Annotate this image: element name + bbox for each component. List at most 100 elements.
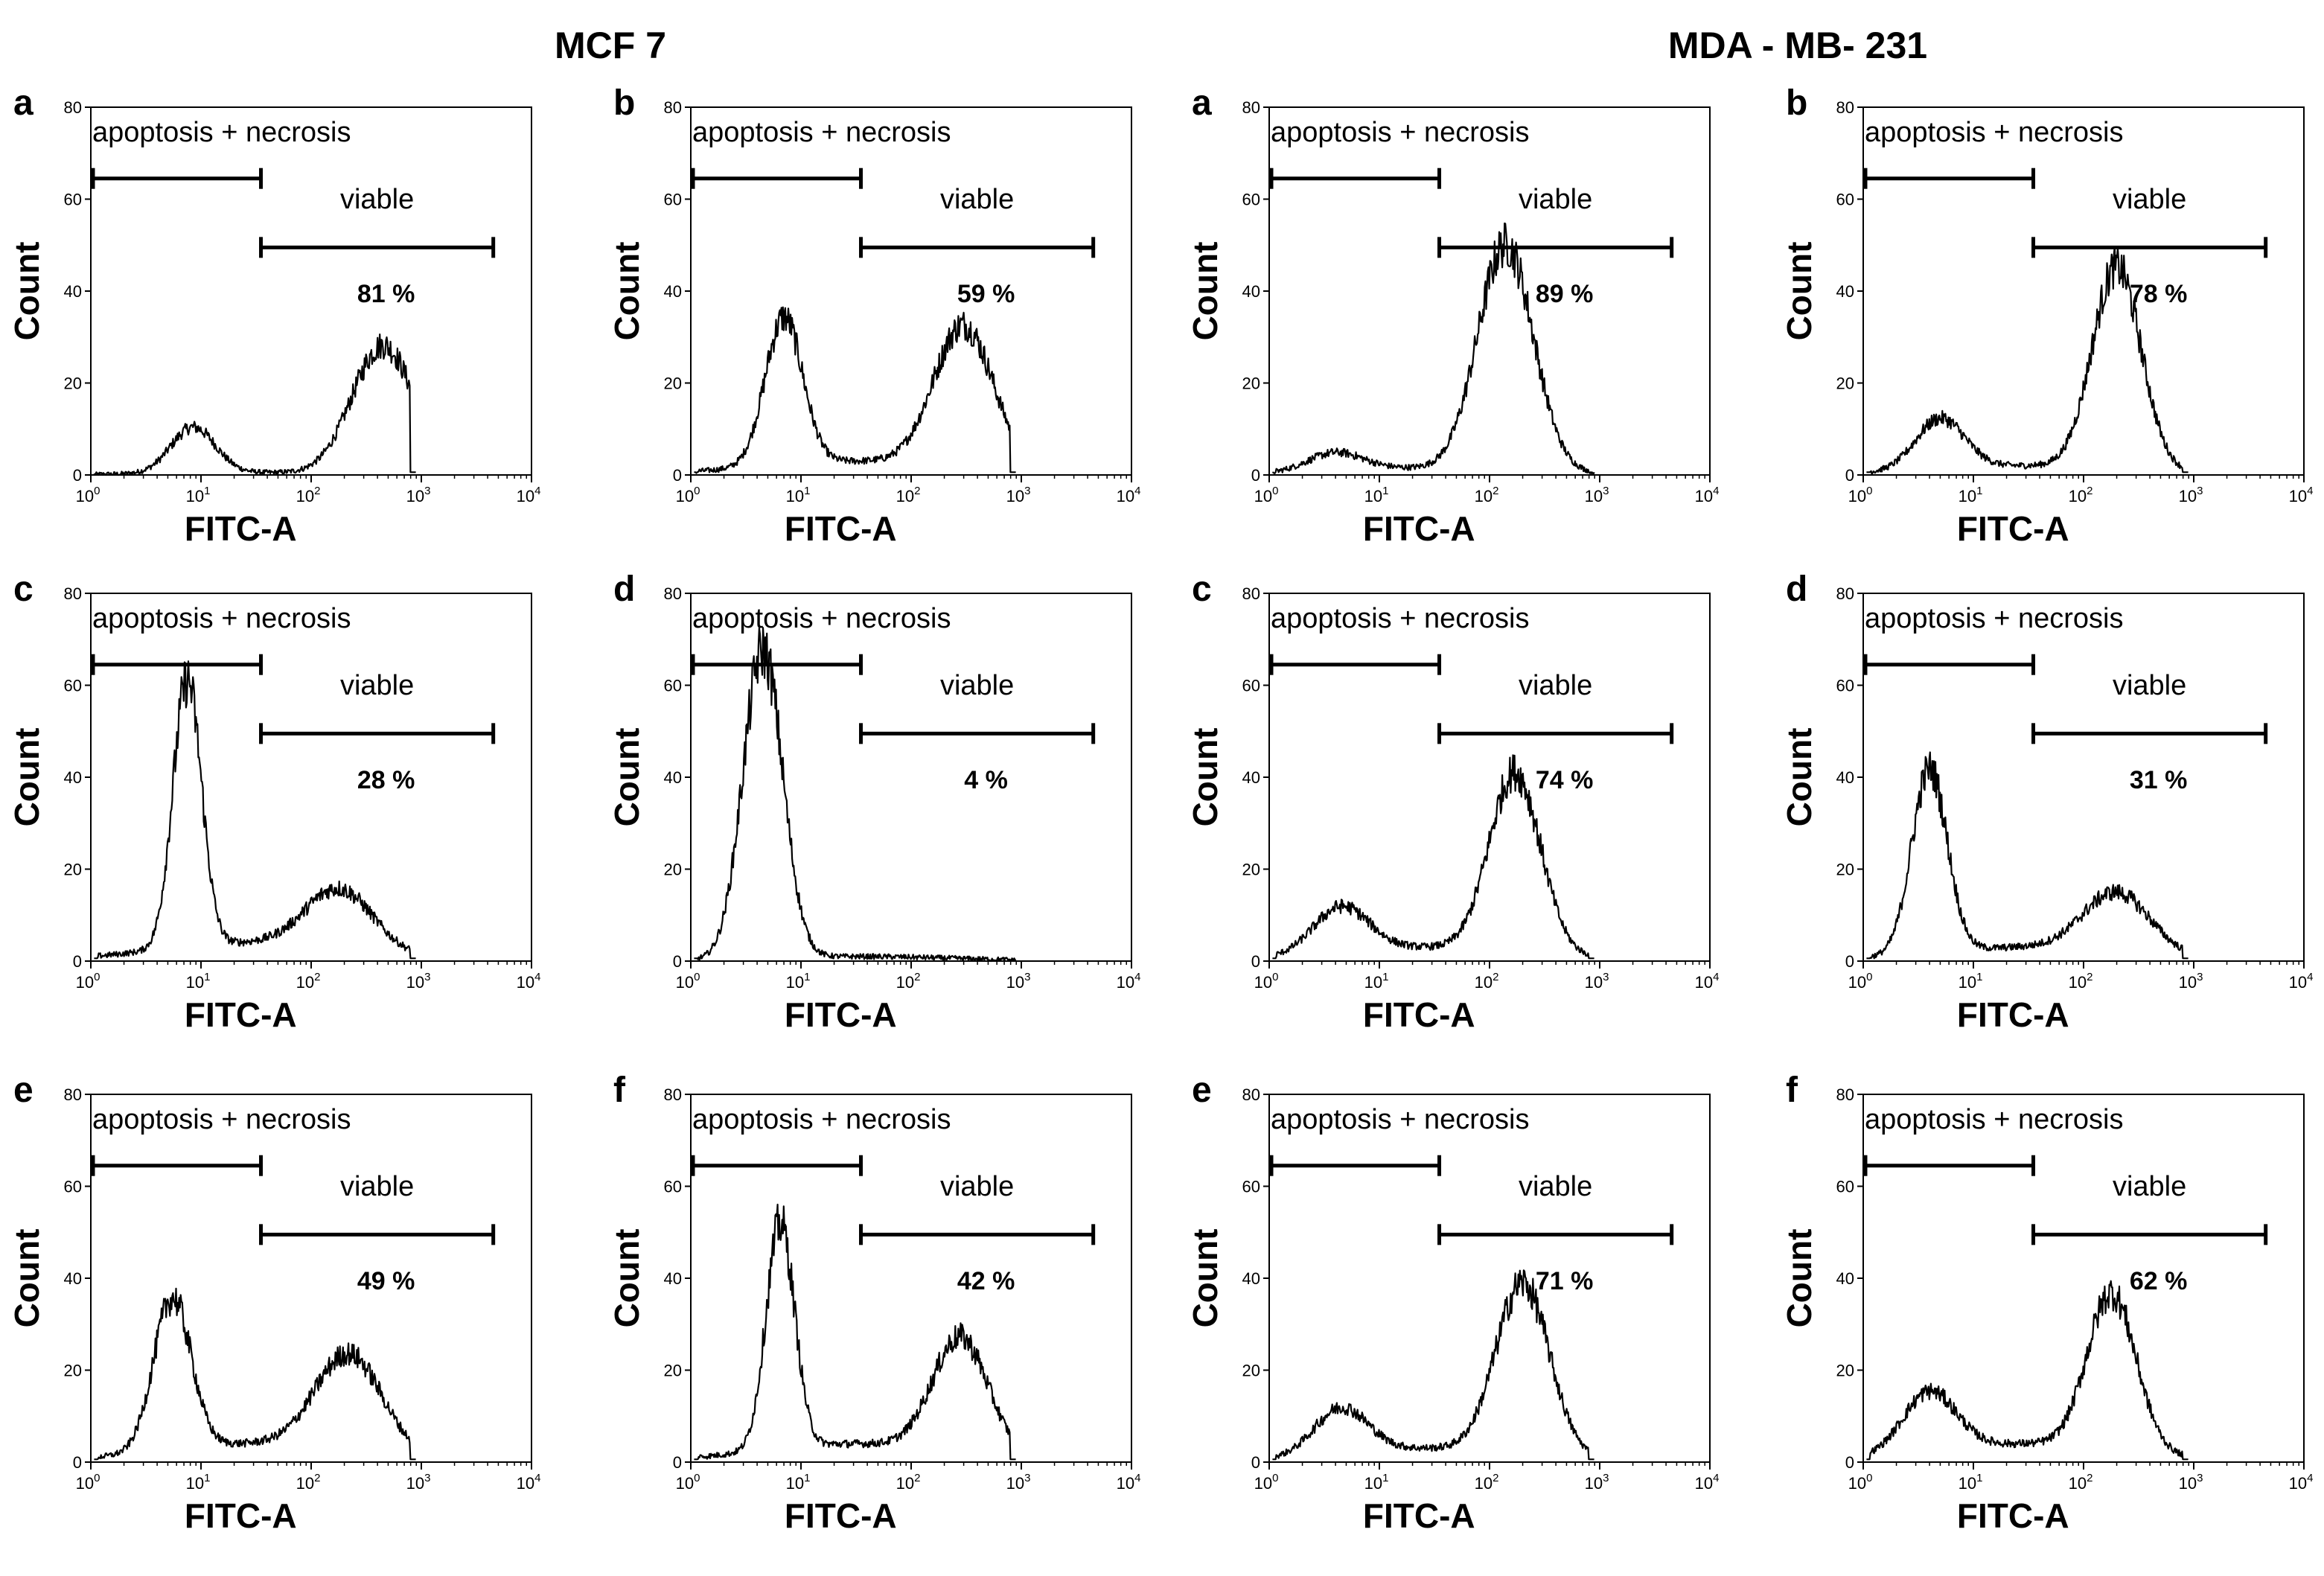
y-tick-label: 60 (1836, 1178, 1854, 1196)
histogram-panel-mda-mb-231-d: d 0 20 40 60 80 100 101 102 103 104 FITC-A Count apop… (1780, 570, 2313, 1034)
panel-letter: a (1192, 83, 1212, 123)
y-tick-label: 40 (664, 768, 682, 787)
viable-percent: 74 % (1536, 766, 1594, 794)
x-tick-label: 103 (2179, 1472, 2203, 1493)
x-tick-label: 104 (517, 1472, 541, 1493)
x-tick-label: 103 (1006, 1472, 1031, 1493)
y-tick-label: 60 (1242, 191, 1260, 209)
apoptosis-gate-label: apoptosis + necrosis (92, 603, 351, 634)
y-tick-label: 20 (64, 374, 82, 393)
x-tick-label: 100 (76, 1472, 100, 1493)
x-tick-label: 104 (1695, 1472, 1720, 1493)
y-tick-label: 80 (64, 1085, 82, 1104)
apoptosis-gate-label: apoptosis + necrosis (92, 1104, 351, 1135)
y-tick-label: 80 (1836, 1085, 1854, 1104)
histogram-trace (1866, 751, 2189, 960)
y-tick-label: 60 (64, 1178, 82, 1196)
y-axis-label: Count (607, 242, 646, 341)
y-tick-label: 40 (664, 282, 682, 301)
histogram-trace (1866, 246, 2189, 475)
x-tick-label: 100 (76, 971, 100, 992)
x-tick-label: 102 (896, 971, 921, 992)
panel-letter: c (13, 570, 33, 609)
panel-letter: e (1192, 1071, 1212, 1110)
viable-gate-label: viable (940, 670, 1014, 701)
y-tick-label: 80 (64, 584, 82, 603)
x-tick-label: 101 (786, 1472, 811, 1493)
y-axis-label: Count (1780, 242, 1819, 341)
x-axis-label: FITC-A (1957, 995, 2069, 1034)
y-tick-label: 0 (1251, 466, 1260, 485)
viable-gate-label: viable (340, 670, 414, 701)
y-axis-label: Count (7, 242, 46, 341)
histogram-trace (1866, 1280, 2189, 1461)
y-axis-label: Count (1186, 242, 1225, 341)
x-tick-label: 102 (296, 971, 321, 992)
x-tick-label: 100 (1848, 971, 1873, 992)
x-axis-label: FITC-A (1363, 995, 1475, 1034)
y-tick-label: 0 (73, 952, 82, 971)
histogram-panel-mda-mb-231-c: c 0 20 40 60 80 100 101 102 103 104 FITC-A Count apop… (1186, 570, 1719, 1034)
x-tick-label: 102 (1475, 971, 1499, 992)
x-tick-label: 101 (186, 485, 211, 505)
viable-percent: 62 % (2130, 1267, 2188, 1295)
x-axis-label: FITC-A (785, 509, 897, 548)
y-tick-label: 60 (64, 677, 82, 695)
x-tick-label: 103 (1006, 485, 1031, 505)
viable-gate-label: viable (340, 1171, 414, 1202)
x-axis-label: FITC-A (1363, 1496, 1475, 1535)
x-tick-label: 102 (1475, 1472, 1499, 1493)
y-tick-label: 0 (673, 1453, 682, 1472)
y-tick-label: 40 (64, 768, 82, 787)
y-tick-label: 20 (64, 1362, 82, 1380)
y-tick-label: 20 (1836, 1362, 1854, 1380)
x-tick-label: 104 (2289, 485, 2314, 505)
x-tick-label: 104 (517, 971, 541, 992)
histogram-panel-mcf7-e: e 0 20 40 60 80 100 101 102 103 104 FITC-A Count apop… (7, 1071, 540, 1535)
y-tick-label: 20 (1242, 861, 1260, 879)
y-axis-label: Count (7, 728, 46, 827)
viable-percent: 28 % (357, 766, 415, 794)
y-tick-label: 40 (664, 1269, 682, 1288)
y-tick-label: 20 (664, 861, 682, 879)
y-tick-label: 40 (1836, 282, 1854, 301)
histogram-trace (94, 660, 416, 960)
y-tick-label: 80 (64, 98, 82, 117)
x-tick-label: 103 (1585, 485, 1609, 505)
x-tick-label: 102 (1475, 485, 1499, 505)
panel-letter: c (1192, 570, 1212, 609)
viable-gate-label: viable (940, 184, 1014, 215)
y-tick-label: 60 (664, 191, 682, 209)
histogram-trace (1271, 222, 1595, 475)
x-tick-label: 103 (406, 971, 431, 992)
panel-letter: b (1786, 83, 1807, 123)
x-tick-label: 104 (517, 485, 541, 505)
histogram-trace (94, 1287, 416, 1461)
y-tick-label: 40 (1836, 1269, 1854, 1288)
x-axis-label: FITC-A (785, 1496, 897, 1535)
x-tick-label: 103 (2179, 971, 2203, 992)
histogram-panels: a 0 20 40 60 80 100 101 102 103 104 FITC-A Count apop… (7, 83, 2313, 1535)
x-tick-label: 104 (1117, 1472, 1141, 1493)
histogram-panel-mcf7-a: a 0 20 40 60 80 100 101 102 103 104 FITC-A Count apop… (7, 83, 540, 548)
viable-gate-label: viable (940, 1171, 1014, 1202)
panel-letter: a (13, 83, 33, 123)
x-tick-label: 103 (2179, 485, 2203, 505)
y-tick-label: 0 (1845, 1453, 1854, 1472)
apoptosis-gate-label: apoptosis + necrosis (1271, 117, 1529, 148)
x-axis-label: FITC-A (185, 1496, 297, 1535)
viable-gate-label: viable (1519, 1171, 1592, 1202)
y-axis-label: Count (607, 1229, 646, 1328)
y-tick-label: 60 (1836, 191, 1854, 209)
x-tick-label: 100 (76, 485, 100, 505)
x-tick-label: 102 (896, 485, 921, 505)
x-tick-label: 102 (2069, 971, 2093, 992)
apoptosis-gate-label: apoptosis + necrosis (1865, 603, 2123, 634)
viable-gate-label: viable (2113, 670, 2186, 701)
histogram-panel-mcf7-c: c 0 20 40 60 80 100 101 102 103 104 FITC-A Count apop… (7, 570, 540, 1034)
y-tick-label: 0 (73, 1453, 82, 1472)
x-tick-label: 104 (1695, 485, 1720, 505)
x-tick-label: 100 (1848, 1472, 1873, 1493)
histogram-panel-mda-mb-231-e: e 0 20 40 60 80 100 101 102 103 104 FITC-A Count apop… (1186, 1071, 1719, 1535)
